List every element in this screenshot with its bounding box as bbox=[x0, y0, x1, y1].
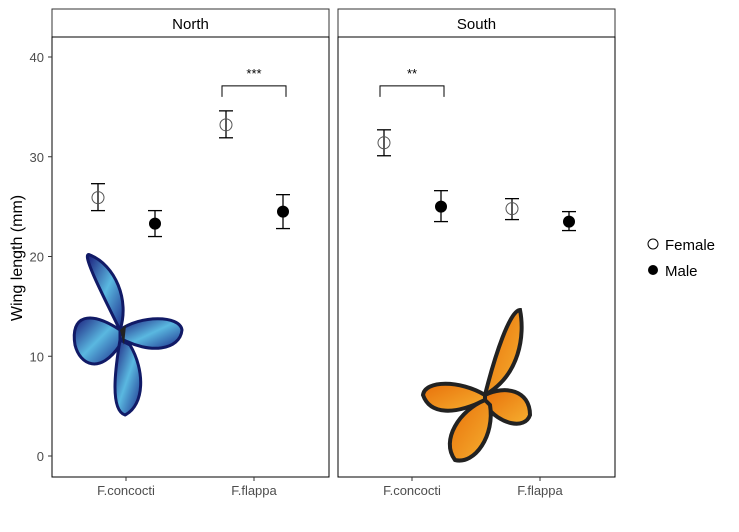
male-point bbox=[563, 215, 575, 228]
legend-male-label: Male bbox=[665, 263, 698, 280]
x-tick-label: F.concocti bbox=[383, 483, 441, 498]
facet-strip-south bbox=[337, 8, 616, 38]
y-tick-label: 30 bbox=[30, 150, 44, 165]
legend-female-label: Female bbox=[665, 237, 715, 254]
male-point bbox=[277, 205, 289, 218]
significance-label: *** bbox=[246, 66, 261, 81]
monarch-butterfly bbox=[420, 307, 533, 463]
significance-bracket bbox=[221, 85, 287, 97]
blue-butterfly bbox=[72, 253, 184, 417]
x-tick-label: F.concocti bbox=[97, 483, 155, 498]
female-point bbox=[377, 136, 391, 150]
significance-label: ** bbox=[407, 66, 417, 81]
y-tick-label: 20 bbox=[30, 250, 44, 265]
facet-title: North bbox=[172, 16, 209, 33]
x-tick-label: F.flappa bbox=[517, 483, 563, 498]
female-point bbox=[91, 191, 105, 205]
x-tick-label: F.flappa bbox=[231, 483, 277, 498]
male-point bbox=[435, 200, 447, 213]
legend: Female Male bbox=[647, 237, 715, 280]
legend-female-marker bbox=[647, 238, 659, 250]
y-tick-label: 0 bbox=[37, 449, 44, 464]
facet-strip-north bbox=[51, 8, 330, 38]
y-axis-label: Wing length (mm) bbox=[9, 195, 26, 321]
female-point bbox=[505, 202, 519, 216]
panel-border bbox=[337, 36, 616, 478]
legend-male-marker bbox=[648, 265, 658, 275]
female-point bbox=[219, 118, 233, 132]
significance-bracket bbox=[379, 85, 445, 97]
male-point bbox=[149, 217, 161, 230]
facet-title: South bbox=[457, 16, 496, 33]
y-tick-label: 10 bbox=[30, 349, 44, 364]
y-tick-label: 40 bbox=[30, 50, 44, 65]
